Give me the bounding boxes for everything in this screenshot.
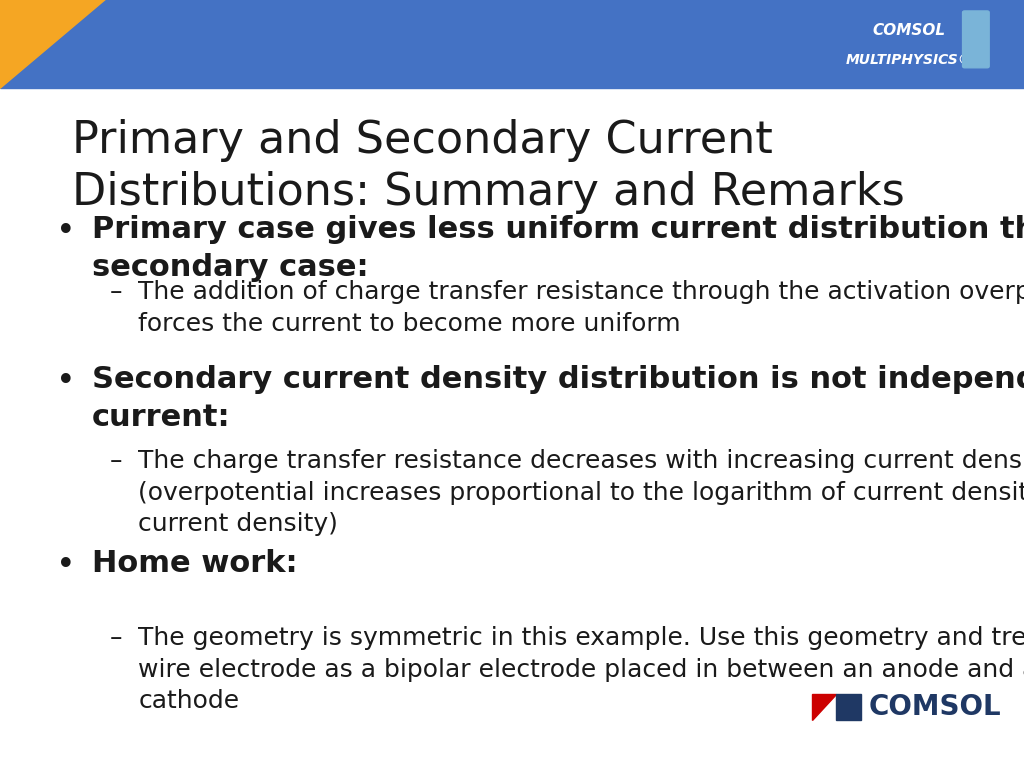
Text: MULTIPHYSICS®: MULTIPHYSICS®: [846, 53, 973, 67]
Text: The geometry is symmetric in this example. Use this geometry and treat the
wire : The geometry is symmetric in this exampl…: [138, 626, 1024, 713]
Text: Home work:: Home work:: [92, 549, 298, 578]
Text: •: •: [56, 215, 76, 248]
Bar: [0, 0, 1024, 88]
Text: Primary and Secondary Current
Distributions: Summary and Remarks: Primary and Secondary Current Distributi…: [72, 119, 904, 214]
Text: COMSOL: COMSOL: [868, 694, 1001, 721]
Text: –: –: [110, 449, 122, 473]
Text: COMSOL: COMSOL: [872, 23, 946, 38]
FancyBboxPatch shape: [963, 11, 989, 68]
PathPatch shape: [0, 0, 223, 88]
Text: Secondary current density distribution is not independent of total
current:: Secondary current density distribution i…: [92, 365, 1024, 432]
Text: •: •: [56, 365, 76, 398]
Text: The charge transfer resistance decreases with increasing current density
(overpo: The charge transfer resistance decreases…: [138, 449, 1024, 537]
Polygon shape: [812, 694, 836, 720]
Text: –: –: [110, 280, 122, 304]
Bar: [836, 694, 861, 720]
Text: •: •: [56, 549, 76, 582]
Text: The addition of charge transfer resistance through the activation overpotential
: The addition of charge transfer resistan…: [138, 280, 1024, 336]
Text: –: –: [110, 626, 122, 650]
Text: Primary case gives less uniform current distribution than the
secondary case:: Primary case gives less uniform current …: [92, 215, 1024, 282]
